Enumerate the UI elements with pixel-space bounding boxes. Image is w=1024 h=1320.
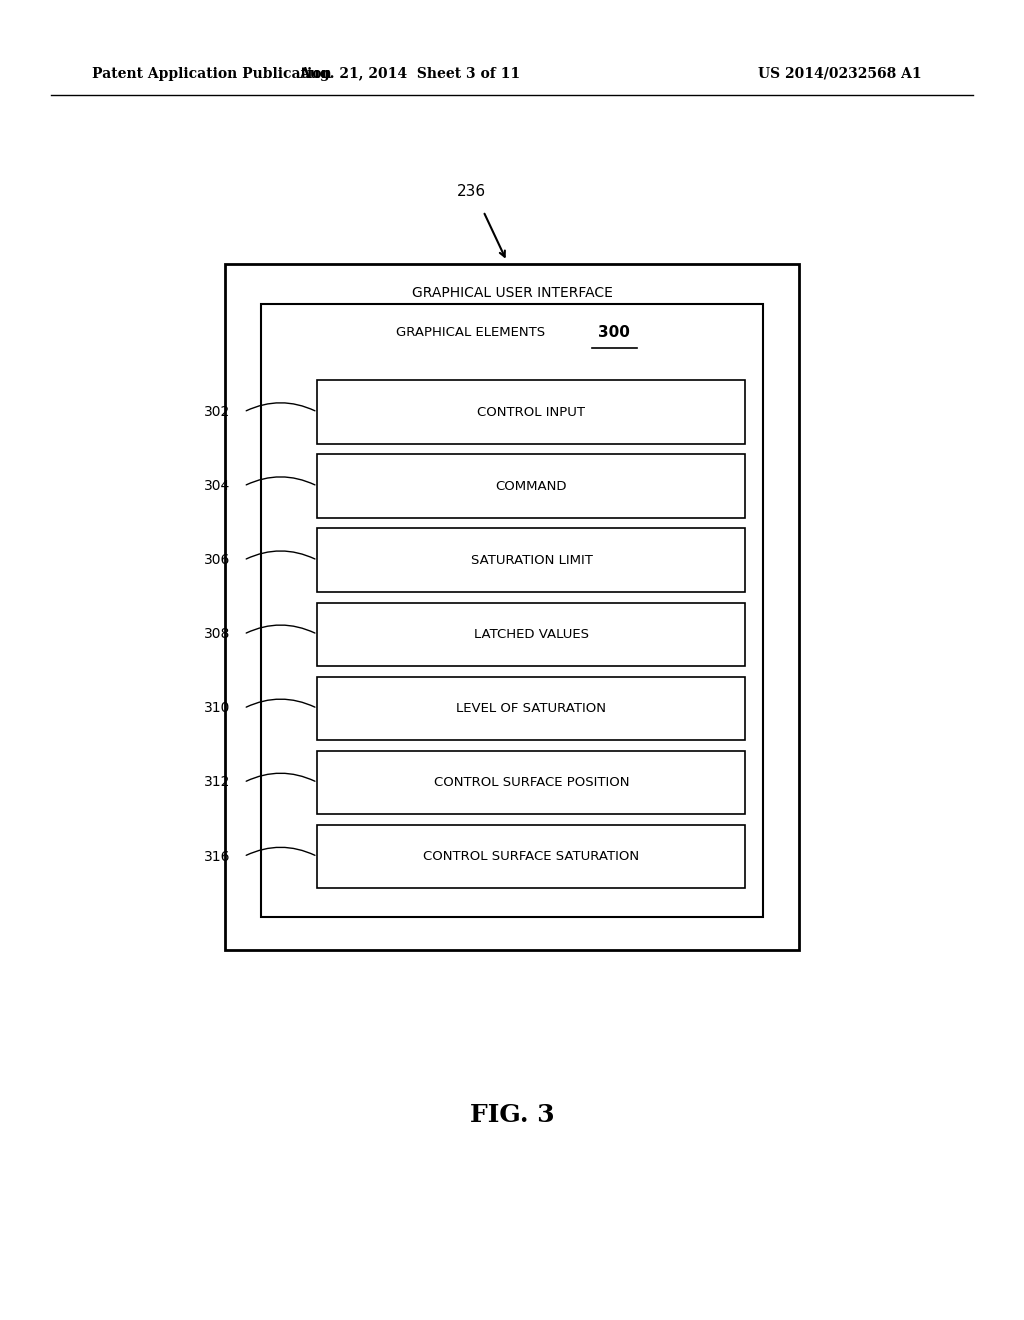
Bar: [317, 454, 745, 517]
Text: GRAPHICAL ELEMENTS: GRAPHICAL ELEMENTS: [396, 326, 546, 339]
Bar: [317, 528, 745, 591]
Bar: [317, 825, 745, 888]
Text: 302: 302: [204, 405, 230, 418]
Text: 236: 236: [457, 183, 485, 199]
Text: GRAPHICAL USER INTERFACE: GRAPHICAL USER INTERFACE: [412, 286, 612, 300]
Text: 310: 310: [204, 701, 230, 715]
Text: 300: 300: [598, 325, 631, 341]
Text: CONTROL SURFACE POSITION: CONTROL SURFACE POSITION: [434, 776, 629, 789]
Bar: [317, 380, 745, 444]
Text: FIG. 3: FIG. 3: [470, 1104, 554, 1127]
Text: LATCHED VALUES: LATCHED VALUES: [474, 628, 589, 640]
Text: 306: 306: [204, 553, 230, 568]
Text: 312: 312: [204, 775, 230, 789]
Text: US 2014/0232568 A1: US 2014/0232568 A1: [758, 67, 922, 81]
Bar: [317, 677, 745, 741]
Text: CONTROL INPUT: CONTROL INPUT: [477, 405, 586, 418]
Text: LEVEL OF SATURATION: LEVEL OF SATURATION: [457, 702, 606, 715]
Bar: [317, 602, 745, 667]
Text: SATURATION LIMIT: SATURATION LIMIT: [470, 553, 593, 566]
Text: 304: 304: [204, 479, 230, 494]
Bar: [317, 751, 745, 814]
Text: COMMAND: COMMAND: [496, 479, 567, 492]
Text: Patent Application Publication: Patent Application Publication: [92, 67, 332, 81]
Text: CONTROL SURFACE SATURATION: CONTROL SURFACE SATURATION: [423, 850, 640, 863]
Text: 308: 308: [204, 627, 230, 642]
Bar: [261, 304, 763, 917]
Text: Aug. 21, 2014  Sheet 3 of 11: Aug. 21, 2014 Sheet 3 of 11: [299, 67, 520, 81]
Text: 316: 316: [204, 850, 230, 863]
Bar: [225, 264, 799, 950]
